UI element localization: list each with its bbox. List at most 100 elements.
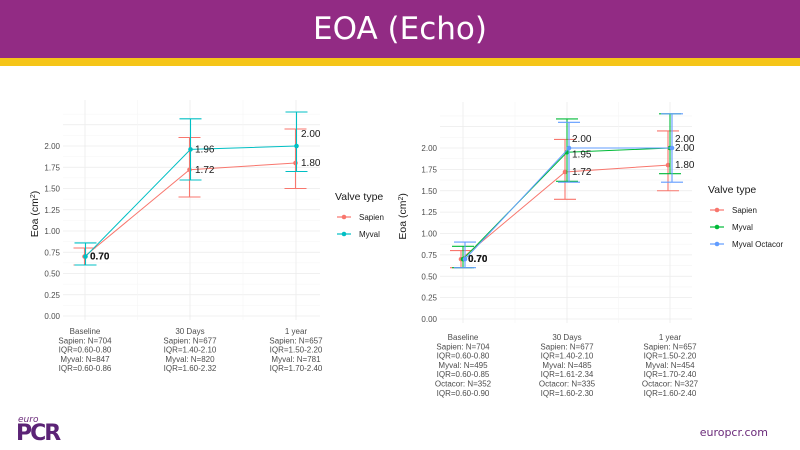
y-tick-label: 1.00 <box>44 227 60 236</box>
y-tick-label: 2.00 <box>44 142 60 151</box>
x-category-stat: Sapien: N=704 <box>436 342 490 351</box>
y-tick-label: 1.75 <box>44 163 60 172</box>
y-tick-label: 0.25 <box>421 294 437 303</box>
x-category-stat: Myval: N=820 <box>165 355 215 364</box>
x-category-stat: Octacor: N=327 <box>642 380 699 389</box>
x-category-stat: IQR=0.60-0.80 <box>437 352 490 361</box>
y-axis-label: Eoa (cm2) <box>29 191 41 238</box>
x-category-stat: IQR=1.50-2.20 <box>644 352 697 361</box>
x-category-stat: Myval: N=485 <box>542 361 592 370</box>
y-axis-label-tail: ) <box>397 193 409 197</box>
x-category-stat: Sapien: N=657 <box>269 336 323 345</box>
header-bar <box>0 0 800 58</box>
x-category-stat: Myval: N=454 <box>645 361 695 370</box>
x-category-label: 1 year <box>659 333 682 342</box>
data-label: 2.00 <box>675 134 695 145</box>
x-category-stat: Sapien: N=704 <box>58 336 112 345</box>
x-category-stat: Sapien: N=677 <box>163 336 217 345</box>
data-label: 2.00 <box>572 134 592 145</box>
x-category-stat: Myval: N=847 <box>60 355 110 364</box>
x-category-stat: IQR=1.50-2.20 <box>270 346 323 355</box>
legend-key-point <box>341 214 347 220</box>
y-axis-label-superscript: 2 <box>30 194 37 198</box>
legend-item-label: Myval Octacor <box>732 240 783 249</box>
data-point <box>669 145 675 151</box>
y-tick-label: 1.25 <box>421 208 437 217</box>
legend-item-label: Myval <box>359 230 380 239</box>
x-category-stat: Myval: N=495 <box>438 361 488 370</box>
x-category-label: 1 year <box>285 327 308 336</box>
y-tick-label: 0.25 <box>44 291 60 300</box>
x-category-stat: IQR=1.70-2.40 <box>270 364 323 373</box>
y-tick-label: 1.25 <box>44 206 60 215</box>
data-label: 1.96 <box>195 144 215 155</box>
y-tick-label: 2.00 <box>421 144 437 153</box>
y-tick-label: 0.50 <box>44 270 60 279</box>
x-category-stat: IQR=0.60-0.86 <box>59 364 112 373</box>
data-label: 1.95 <box>572 149 592 160</box>
data-label: 0.70 <box>468 254 488 265</box>
x-category-stat: IQR=1.60-2.32 <box>164 364 217 373</box>
data-label: 2.00 <box>675 143 695 154</box>
x-category-stat: IQR=1.40-2.10 <box>541 352 594 361</box>
data-point <box>562 169 568 175</box>
x-category-stat: IQR=1.61-2.34 <box>541 370 594 379</box>
y-axis-label-tail: ) <box>29 191 41 195</box>
x-category-stat: Myval: N=781 <box>271 355 321 364</box>
header-accent-stripe <box>0 58 800 66</box>
logo-euro-text: euro <box>18 415 39 425</box>
data-label: 0.70 <box>468 254 488 265</box>
x-category-stat: IQR=0.60-0.85 <box>437 370 490 379</box>
y-tick-label: 1.00 <box>421 230 437 239</box>
data-point <box>188 147 193 152</box>
data-point <box>566 145 572 151</box>
x-category-stat: IQR=0.60-0.80 <box>59 346 112 355</box>
y-tick-label: 0.00 <box>44 312 60 321</box>
x-category-stat: Octacor: N=335 <box>539 380 596 389</box>
legend-title: Valve type <box>708 184 756 196</box>
legend-item-label: Myval <box>732 223 753 232</box>
data-label: 0.70 <box>90 252 110 263</box>
data-label: 1.72 <box>572 167 592 178</box>
data-label: 2.00 <box>301 129 321 140</box>
x-category-stat: Octacor: N=352 <box>435 380 492 389</box>
y-axis-label: Eoa (cm2) <box>397 193 409 240</box>
legend-key-point <box>714 207 720 213</box>
y-tick-label: 1.50 <box>421 187 437 196</box>
data-point <box>462 256 468 262</box>
site-url[interactable]: europcr.com <box>699 426 768 439</box>
x-category-stat: IQR=1.60-2.40 <box>644 389 697 398</box>
x-category-label: 30 Days <box>175 327 204 336</box>
legend-item-label: Sapien <box>359 213 384 222</box>
data-label: 0.70 <box>468 254 488 265</box>
slide-title: EOA (Echo) <box>313 11 487 47</box>
data-point <box>665 162 671 168</box>
data-point <box>294 143 299 149</box>
y-axis-label-superscript: 2 <box>398 197 405 201</box>
data-point <box>83 254 88 259</box>
x-category-stat: Sapien: N=677 <box>540 342 594 351</box>
x-category-stat: IQR=1.60-2.30 <box>541 389 594 398</box>
data-label: 1.72 <box>195 165 215 176</box>
legend-key-point <box>341 231 347 237</box>
x-category-stat: IQR=1.40-2.10 <box>164 346 217 355</box>
x-category-label: 30 Days <box>552 333 581 342</box>
legend-key-point <box>714 224 720 230</box>
y-tick-label: 0.50 <box>421 272 437 281</box>
x-category-stat: IQR=0.60-0.90 <box>437 389 490 398</box>
legend-item-label: Sapien <box>732 206 757 215</box>
y-tick-label: 1.75 <box>421 165 437 174</box>
data-label: 1.80 <box>675 160 695 171</box>
legend-key-point <box>714 241 720 247</box>
y-tick-label: 1.50 <box>44 185 60 194</box>
legend-title: Valve type <box>335 191 383 203</box>
x-category-stat: IQR=1.70-2.40 <box>644 370 697 379</box>
y-tick-label: 0.75 <box>421 251 437 260</box>
logo-pcr: PCR <box>16 421 61 446</box>
data-label: 0.70 <box>90 252 110 263</box>
x-category-stat: Sapien: N=657 <box>643 342 697 351</box>
x-category-label: Baseline <box>70 327 101 336</box>
y-tick-label: 0.75 <box>44 248 60 257</box>
